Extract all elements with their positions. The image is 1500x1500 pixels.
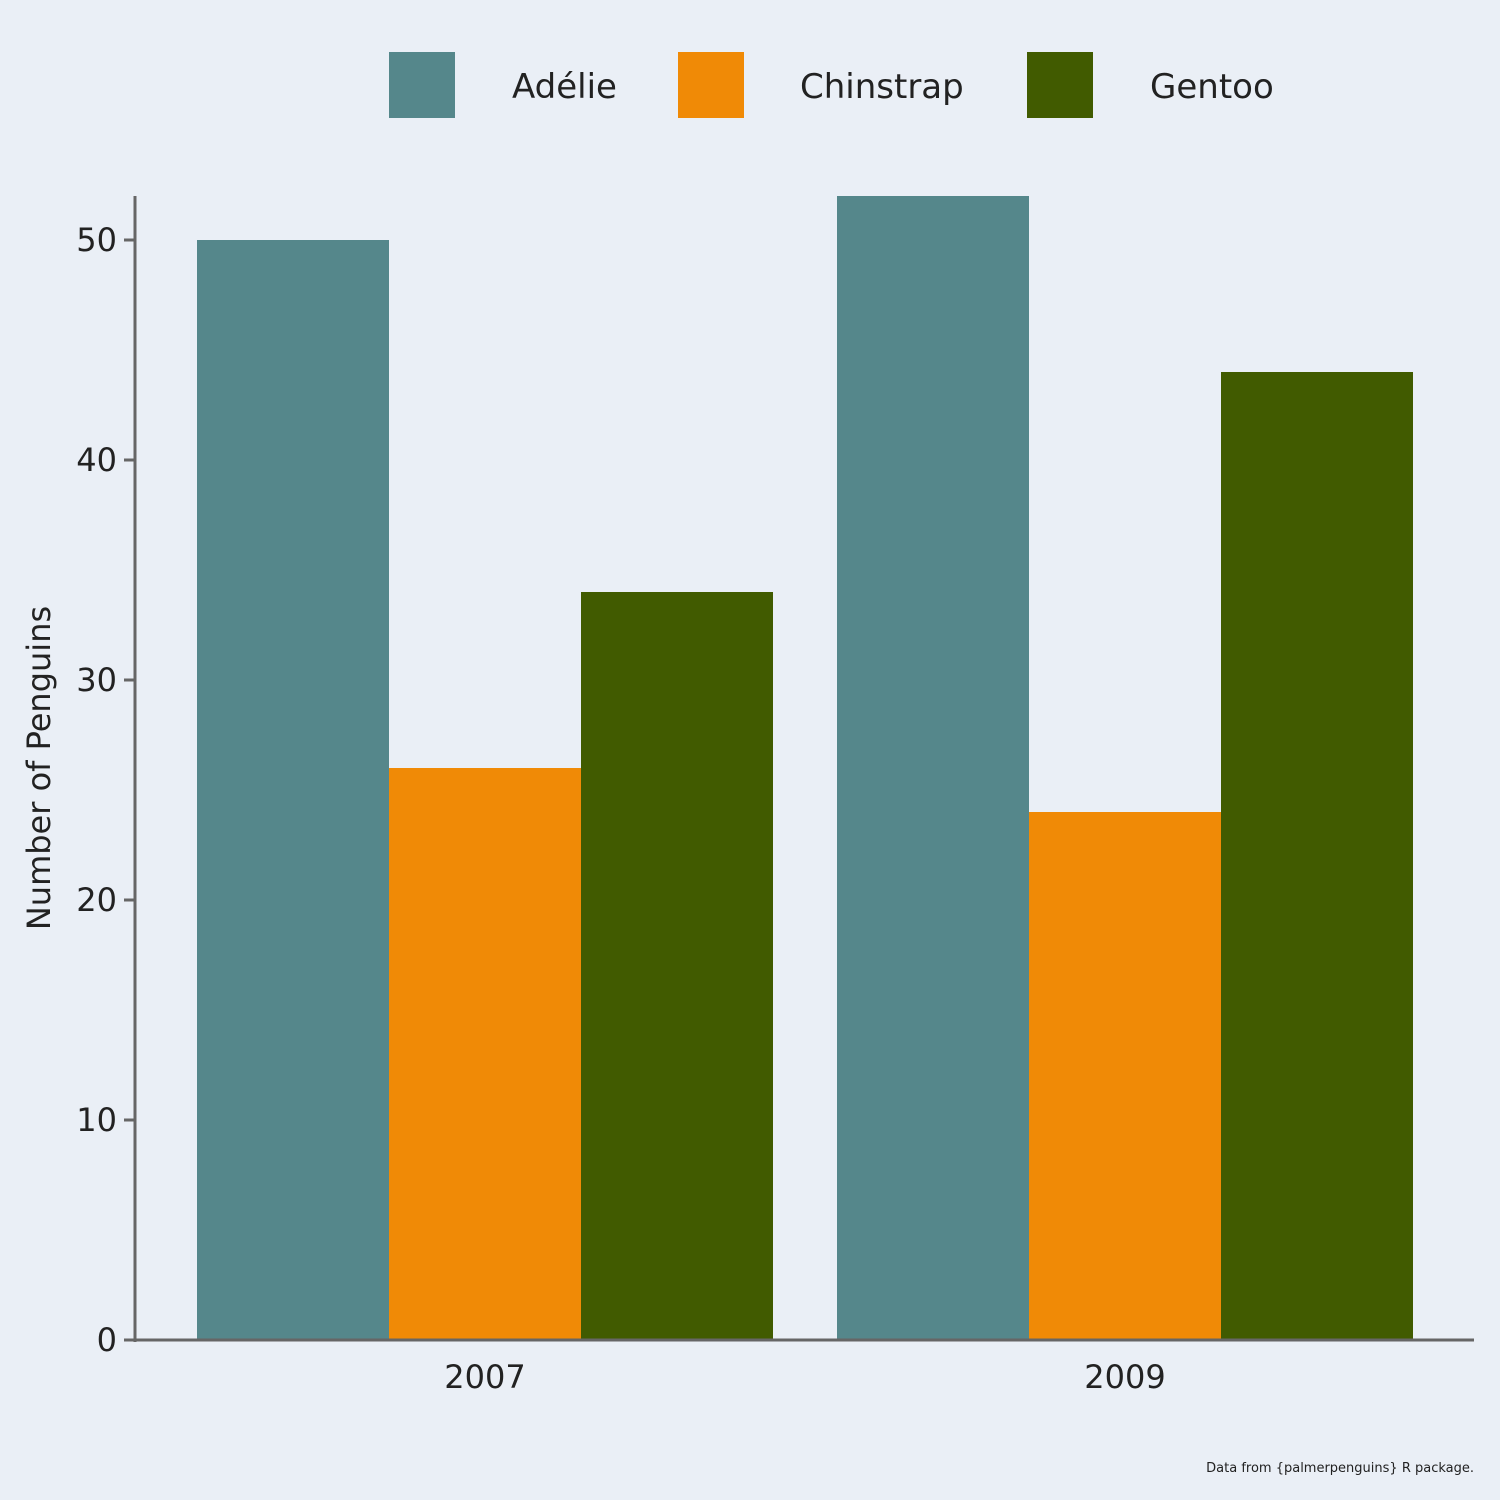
legend-swatch-chinstrap xyxy=(678,52,744,118)
legend-label-chinstrap: Chinstrap xyxy=(800,67,964,107)
bar-adelie-2007 xyxy=(197,240,389,1340)
bars xyxy=(197,196,1413,1340)
y-axis: 0 10 20 30 40 50 xyxy=(76,196,137,1359)
legend-swatch-adelie xyxy=(389,52,455,118)
legend-label-adelie: Adélie xyxy=(512,67,617,107)
y-tick-label-10: 10 xyxy=(76,1101,117,1139)
bar-gentoo-2007 xyxy=(581,592,773,1340)
bar-chinstrap-2007 xyxy=(389,768,581,1340)
legend: Adélie Chinstrap Gentoo xyxy=(389,52,1274,118)
legend-swatch-gentoo xyxy=(1027,52,1093,118)
legend-label-gentoo: Gentoo xyxy=(1150,67,1274,107)
y-tick-label-20: 20 xyxy=(76,881,117,919)
x-tick-label-2007: 2007 xyxy=(444,1358,525,1396)
y-tick-label-30: 30 xyxy=(76,661,117,699)
x-axis: 2007 2009 xyxy=(124,1338,1474,1396)
x-tick-label-2009: 2009 xyxy=(1084,1358,1165,1396)
y-tick-label-40: 40 xyxy=(76,441,117,479)
bar-adelie-2009 xyxy=(837,196,1029,1340)
y-tick-label-0: 0 xyxy=(97,1321,117,1359)
caption: Data from {palmerpenguins} R package. xyxy=(1206,1461,1474,1476)
bar-chinstrap-2009 xyxy=(1029,812,1221,1340)
bar-gentoo-2009 xyxy=(1221,372,1413,1340)
y-tick-label-50: 50 xyxy=(76,221,117,259)
y-axis-label: Number of Penguins xyxy=(20,606,58,930)
